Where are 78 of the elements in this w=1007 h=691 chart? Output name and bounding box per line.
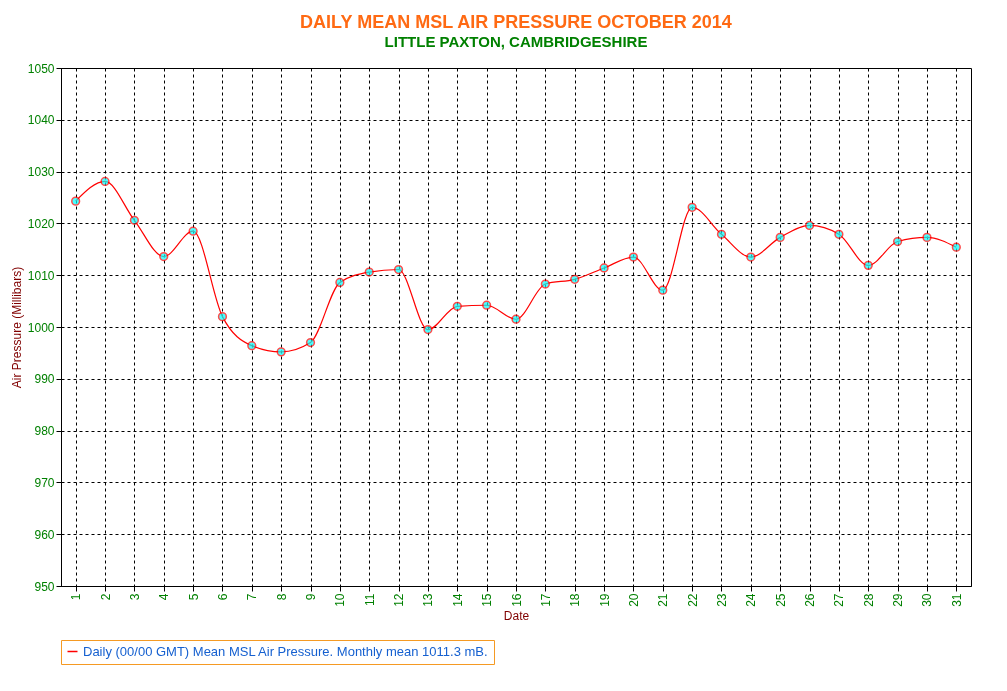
y-tick-label: 1010 [27,268,55,283]
point [159,251,169,262]
x-tick-label: 9 [304,593,319,601]
legend-label: Daily (00/00 GMT) Mean MSL Air Pressure. Monthly mean 1011.3 mB. [83,643,488,659]
y-tick-label: 960 [34,527,55,542]
x-tick-label: 27 [832,593,847,607]
point [834,229,844,239]
chart-title: DAILY MEAN MSL AIR PRESSURE OCTOBER 2014 [300,12,732,32]
point [305,337,316,348]
x-tick-label: 10 [333,593,348,607]
x-tick-label: 25 [773,593,788,607]
x-tick-label: 5 [186,593,201,601]
x-tick-label: 11 [362,593,377,606]
y-tick-label: 1020 [27,216,55,231]
chart-subtitle: LITTLE PAXTON, CAMBRIDGESHIRE [384,33,648,50]
point [393,264,404,275]
point [100,176,110,187]
y-tick-label: 1030 [27,165,55,180]
x-tick-label: 13 [421,593,436,607]
y-tick-label: 970 [34,475,55,490]
point [746,252,756,262]
point [628,252,639,262]
x-tick-label: 31 [949,593,964,607]
point [452,301,462,311]
point [716,229,727,239]
point [599,263,609,273]
point [775,232,785,242]
x-tick-label: 30 [920,593,935,607]
y-tick-label: 1050 [27,61,55,76]
x-tick-label: 4 [157,593,172,601]
point [188,226,198,236]
point [511,314,521,324]
x-tick-label: 15 [480,593,495,607]
x-axis-title: Date [503,608,530,623]
x-tick-label: 23 [714,593,729,607]
point [658,285,668,295]
y-tick-label: 1000 [27,320,55,335]
x-tick-label: 12 [392,593,407,607]
x-tick-label: 14 [450,593,465,607]
point [804,220,815,231]
point [687,202,697,212]
x-tick-label: 20 [626,593,641,607]
x-tick-label: 16 [509,593,524,607]
x-tick-label: 24 [744,593,759,607]
y-tick-label: 1040 [27,113,55,128]
point [482,300,492,310]
x-tick-label: 18 [568,593,583,607]
point [129,215,140,225]
point [892,236,903,247]
point [863,260,873,270]
point [570,274,580,284]
point [247,341,257,351]
x-tick-label: 3 [127,593,142,601]
point [922,232,932,242]
x-tick-label: 19 [597,593,612,607]
x-tick-label: 21 [656,593,671,607]
x-tick-label: 1 [69,593,84,601]
x-tick-label: 8 [274,593,289,601]
point [540,279,550,289]
y-axis-title: Air Pressure (Millibars) [9,266,24,389]
x-tick-label: 28 [861,593,876,607]
point [71,196,81,206]
y-tick-label: 990 [34,372,55,387]
point [335,277,345,288]
point [217,312,228,322]
point [951,242,961,252]
x-tick-label: 26 [803,593,818,607]
x-tick-label: 22 [685,593,700,607]
x-tick-label: 17 [538,593,553,607]
point [364,267,374,277]
y-tick-label: 950 [34,579,55,594]
x-tick-label: 2 [98,593,113,601]
point [423,324,433,335]
point [276,347,286,357]
y-tick-label: 980 [34,424,55,439]
x-tick-label: 6 [215,593,230,601]
x-tick-label: 7 [245,593,260,601]
x-tick-label: 29 [891,593,906,607]
